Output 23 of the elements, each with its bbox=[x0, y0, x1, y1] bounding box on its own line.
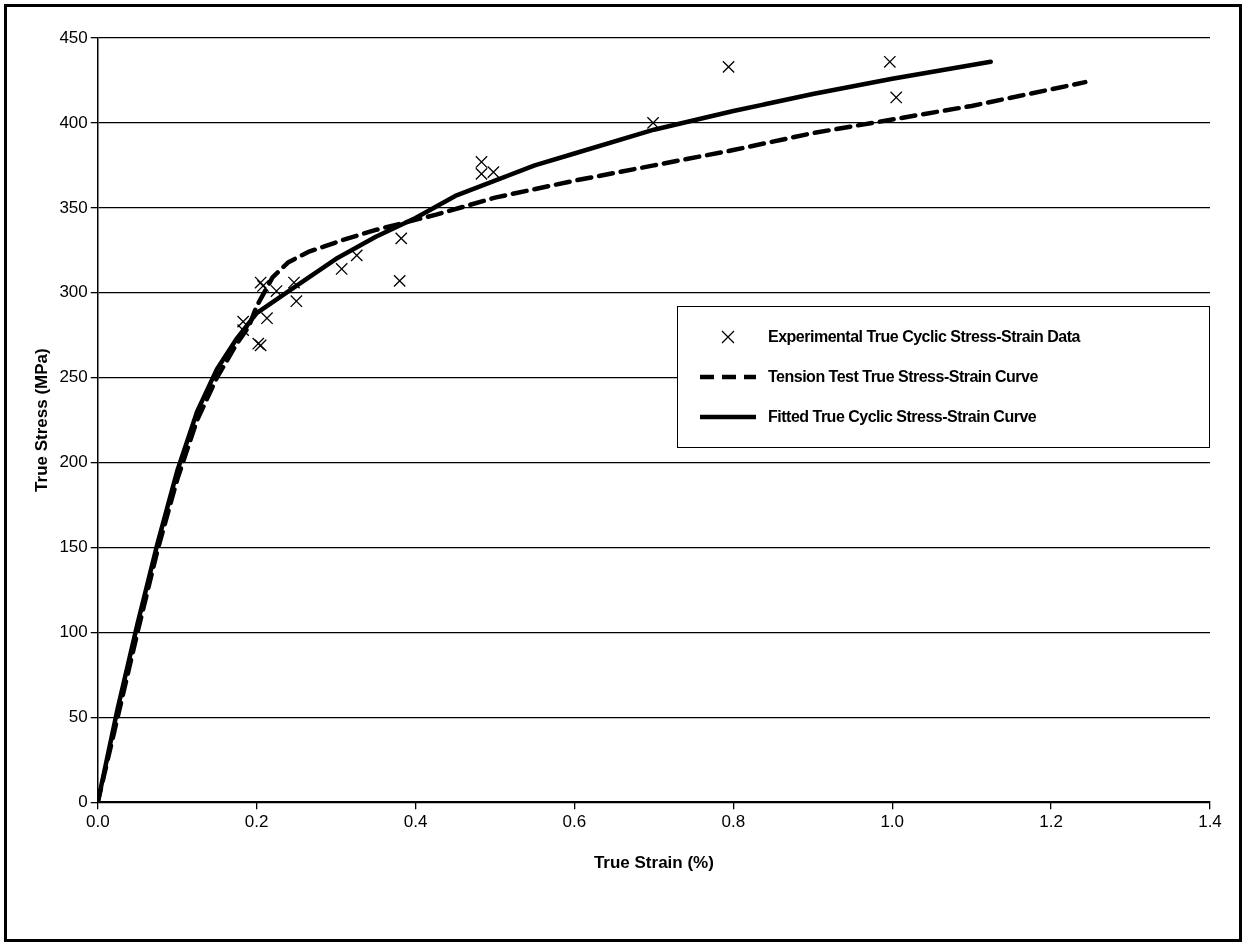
y-tick-label: 450 bbox=[59, 27, 88, 47]
y-tick-label: 150 bbox=[59, 537, 88, 557]
x-tick-label: 0.0 bbox=[85, 812, 110, 832]
x-tick-label: 1.0 bbox=[880, 812, 905, 832]
x-tick-label: 0.6 bbox=[562, 812, 587, 832]
x-tick-label: 1.2 bbox=[1039, 812, 1063, 832]
x-axis-title: True Strain (%) bbox=[593, 853, 714, 873]
x-tick-label: 1.4 bbox=[1198, 812, 1222, 832]
y-tick-label: 300 bbox=[59, 282, 88, 302]
y-tick-label: 100 bbox=[59, 622, 88, 642]
y-tick-label: 200 bbox=[59, 452, 88, 472]
legend-label: Fitted True Cyclic Stress-Strain Curve bbox=[768, 408, 1037, 426]
legend-label: Tension Test True Stress-Strain Curve bbox=[768, 368, 1038, 386]
legend-label: Experimental True Cyclic Stress-Strain Data bbox=[768, 328, 1080, 346]
y-tick-label: 50 bbox=[68, 706, 88, 726]
y-tick-label: 0 bbox=[78, 791, 88, 811]
x-tick-label: 0.4 bbox=[403, 812, 428, 832]
x-tick-label: 0.2 bbox=[244, 812, 269, 832]
y-tick-label: 250 bbox=[59, 367, 88, 387]
y-tick-label: 400 bbox=[59, 112, 88, 132]
x-tick-label: 0.8 bbox=[721, 812, 746, 832]
y-axis-title: True Stress (MPa) bbox=[31, 348, 51, 492]
y-tick-label: 350 bbox=[59, 197, 88, 217]
